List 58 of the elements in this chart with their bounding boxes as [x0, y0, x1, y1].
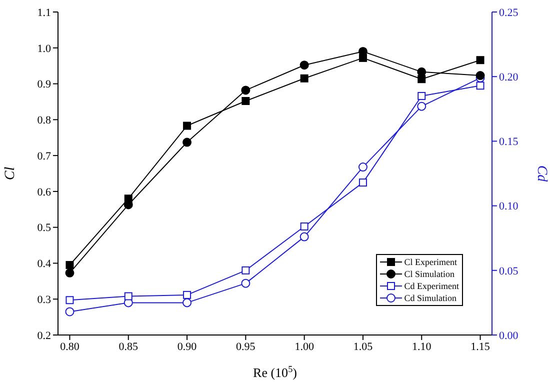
y2-tick-label: 0.20 — [499, 72, 519, 84]
y-tick-label: 1.0 — [37, 42, 52, 55]
x-tick-label: 1.15 — [470, 340, 490, 353]
y-tick-label: 0.7 — [37, 150, 52, 162]
point — [242, 266, 250, 274]
x-tick-label: 0.85 — [118, 340, 139, 353]
point — [65, 307, 74, 316]
point — [476, 56, 484, 64]
point — [65, 268, 74, 278]
y-tick-label: 0.9 — [37, 78, 52, 91]
legend-label: Cl Simulation — [404, 269, 455, 279]
y-tick-label: 1.1 — [37, 6, 51, 19]
point — [300, 222, 308, 230]
x-tick-label: 0.90 — [177, 340, 198, 353]
point — [476, 82, 484, 90]
y-tick-label: 0.5 — [37, 222, 52, 234]
y2-tick-label: 0.25 — [499, 6, 519, 19]
point — [66, 261, 74, 270]
point — [242, 97, 250, 106]
point — [182, 298, 192, 308]
point — [300, 232, 309, 242]
point — [124, 194, 132, 203]
point — [241, 86, 250, 95]
point — [124, 292, 132, 300]
point — [358, 54, 367, 62]
point — [183, 290, 192, 299]
x-tick-label: 0.80 — [60, 340, 80, 353]
point — [418, 92, 426, 100]
legend-label: Cd Simulation — [404, 293, 457, 303]
point — [66, 296, 74, 304]
y2-axis-title: Cd — [534, 165, 549, 183]
point — [300, 74, 308, 82]
y2-tick-label: 0.05 — [499, 265, 519, 278]
y2-tick-label: 0.15 — [499, 136, 519, 148]
point — [358, 162, 368, 172]
y-tick-label: 0.4 — [37, 258, 52, 270]
legend-label: Cl Experiment — [404, 257, 457, 267]
x-tick-label: 0.95 — [236, 340, 256, 353]
point — [358, 178, 367, 187]
point — [418, 75, 426, 84]
y-tick-label: 0.2 — [37, 330, 51, 342]
point — [183, 122, 192, 130]
y2-tick-label: 0.00 — [499, 330, 519, 342]
x-axis-title: Re (10$^{5}$) — [253, 364, 297, 380]
point — [182, 138, 192, 147]
y-tick-label: 0.6 — [37, 186, 52, 198]
legend-label: Cd Experiment — [404, 281, 459, 291]
point — [417, 102, 426, 111]
y2-tick-label: 0.10 — [499, 200, 519, 213]
x-tick-label: 1.00 — [294, 340, 314, 353]
point — [417, 67, 426, 76]
x-tick-label: 1.05 — [353, 340, 374, 353]
point — [300, 60, 309, 70]
y-axis-title: Cl — [3, 166, 18, 180]
x-tick-label: 1.10 — [412, 340, 432, 353]
point — [241, 278, 250, 288]
y-tick-label: 0.8 — [37, 114, 52, 127]
y-tick-label: 0.3 — [37, 294, 52, 306]
